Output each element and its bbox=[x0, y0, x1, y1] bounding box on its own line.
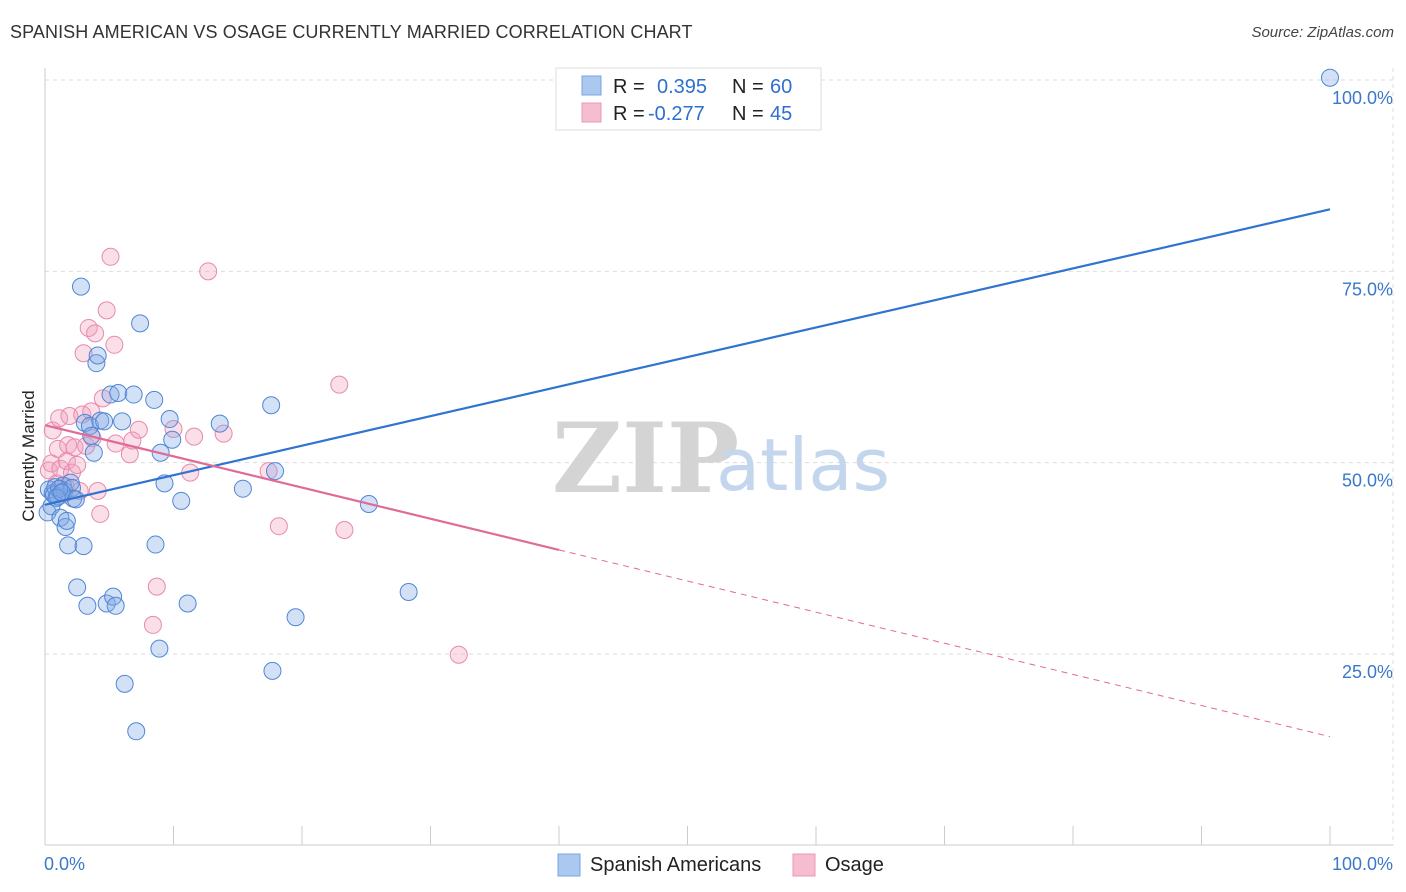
osage-point bbox=[68, 455, 87, 474]
spanish-american-point bbox=[124, 385, 143, 404]
spanish-american-point bbox=[266, 462, 285, 481]
spanish-american-point bbox=[87, 354, 106, 373]
spanish-american-point bbox=[71, 277, 90, 296]
legend-swatch-blue bbox=[581, 75, 602, 96]
legend-r-label-blue: R = bbox=[613, 76, 645, 98]
bottom-legend-label-spanish-americans: Spanish Americans bbox=[590, 854, 761, 876]
spanish-american-point bbox=[68, 578, 87, 597]
osage-point bbox=[449, 645, 468, 664]
osage-point bbox=[147, 577, 166, 596]
spanish-american-point bbox=[109, 384, 128, 403]
osage-point bbox=[214, 424, 233, 443]
osage-point bbox=[82, 402, 101, 421]
x-tick-label: 0.0% bbox=[44, 854, 85, 874]
x-tick-labels: 0.0% 100.0% bbox=[44, 854, 1393, 874]
legend-n-value-blue: 60 bbox=[770, 76, 792, 98]
axes bbox=[44, 68, 1393, 846]
spanish-american-point bbox=[160, 410, 179, 429]
spanish-american-point bbox=[145, 390, 164, 409]
osage-point bbox=[77, 436, 96, 455]
bottom-legend: Spanish Americans Osage bbox=[557, 853, 884, 877]
osage-point bbox=[65, 438, 84, 457]
spanish-american-point bbox=[80, 416, 99, 435]
spanish-american-point bbox=[263, 661, 282, 680]
osage-point bbox=[74, 344, 93, 363]
osage-trend-line bbox=[44, 424, 560, 551]
spanish-american-point bbox=[262, 396, 281, 415]
spanish-american-points bbox=[38, 68, 1339, 741]
spanish-american-point bbox=[146, 535, 165, 554]
legend-n-value-pink: 45 bbox=[770, 103, 792, 125]
watermark-zip: ZIP bbox=[552, 402, 739, 515]
chart-title: SPANISH AMERICAN VS OSAGE CURRENTLY MARR… bbox=[10, 22, 693, 42]
spanish-american-point bbox=[127, 722, 146, 741]
y-tick-label: 25.0% bbox=[1342, 662, 1393, 682]
legend-r-value-blue: 0.395 bbox=[657, 76, 707, 98]
spanish-american-point bbox=[74, 537, 93, 556]
legend-r-value-pink: -0.277 bbox=[648, 103, 705, 125]
y-tick-label: 50.0% bbox=[1342, 471, 1393, 491]
bottom-legend-label-osage: Osage bbox=[825, 854, 884, 876]
spanish-american-point bbox=[84, 443, 103, 462]
spanish-american-point bbox=[95, 412, 114, 431]
spanish-american-point bbox=[106, 596, 125, 615]
spanish-american-point bbox=[75, 413, 94, 432]
spanish-american-point bbox=[101, 385, 120, 404]
osage-point bbox=[185, 427, 204, 446]
osage-point bbox=[129, 420, 148, 439]
spanish-american-point bbox=[78, 596, 97, 615]
spanish-american-point bbox=[172, 491, 191, 510]
spanish-american-point bbox=[286, 608, 305, 627]
osage-point bbox=[101, 247, 120, 266]
y-axis-label: Currently Married bbox=[19, 390, 38, 521]
spanish-american-point bbox=[150, 639, 169, 658]
spanish-american-point bbox=[88, 346, 107, 365]
spanish-american-point bbox=[233, 479, 252, 498]
osage-point bbox=[57, 452, 76, 471]
spanish-american-point bbox=[163, 430, 182, 449]
osage-point bbox=[330, 375, 349, 394]
bottom-legend-swatch-spanish-americans bbox=[557, 853, 581, 877]
y-tick-label: 100.0% bbox=[1332, 88, 1393, 108]
spanish-american-point bbox=[210, 414, 229, 433]
osage-point bbox=[97, 301, 116, 320]
osage-point bbox=[199, 262, 218, 281]
osage-point bbox=[91, 504, 110, 523]
spanish-american-point bbox=[59, 536, 78, 555]
osage-point bbox=[143, 615, 162, 634]
bottom-legend-swatch-osage bbox=[792, 853, 816, 877]
osage-point bbox=[335, 521, 354, 540]
osage-point bbox=[105, 335, 124, 354]
osage-point bbox=[269, 517, 288, 536]
trend-lines bbox=[44, 208, 1331, 738]
spanish-american-point bbox=[113, 412, 132, 431]
spanish-american-point bbox=[131, 314, 150, 333]
x-tick-label: 100.0% bbox=[1332, 854, 1393, 874]
spanish-american-point bbox=[56, 517, 75, 536]
legend-swatch-pink bbox=[581, 102, 602, 123]
spanish-americans-trend-line bbox=[44, 208, 1331, 506]
spanish-american-point bbox=[399, 583, 418, 602]
spanish-american-point bbox=[1321, 68, 1339, 87]
legend-n-label-pink: N = bbox=[732, 103, 764, 125]
y-tick-labels: 25.0% 50.0% 75.0% 100.0% bbox=[1332, 88, 1393, 682]
spanish-american-point bbox=[178, 594, 197, 613]
watermark-atlas: atlas bbox=[716, 423, 890, 507]
osage-trend-line-extension bbox=[558, 549, 1331, 738]
source-label: Source: ZipAtlas.com bbox=[1251, 24, 1394, 41]
legend-box: R = 0.395 N = 60 R = -0.277 N = 45 bbox=[555, 67, 822, 131]
osage-point bbox=[86, 324, 105, 343]
legend-r-label-pink: R = bbox=[613, 103, 645, 125]
osage-points bbox=[39, 247, 468, 664]
spanish-american-point bbox=[115, 674, 134, 693]
y-tick-label: 75.0% bbox=[1342, 279, 1393, 299]
legend-n-label-blue: N = bbox=[732, 76, 764, 98]
osage-point bbox=[60, 406, 79, 425]
spanish-american-point bbox=[57, 511, 76, 530]
